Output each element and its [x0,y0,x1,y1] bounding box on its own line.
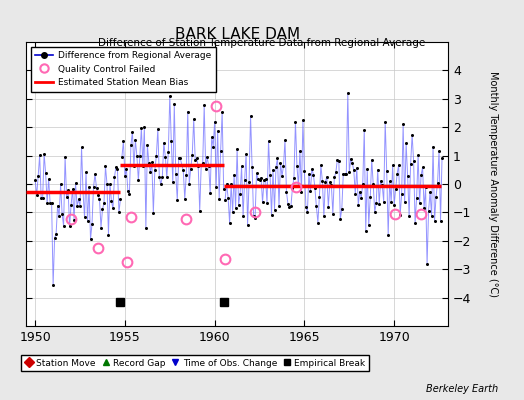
Text: Berkeley Earth: Berkeley Earth [425,384,498,394]
Legend: Station Move, Record Gap, Time of Obs. Change, Empirical Break: Station Move, Record Gap, Time of Obs. C… [21,355,369,371]
Title: BARK LAKE DAM: BARK LAKE DAM [174,27,300,42]
Y-axis label: Monthly Temperature Anomaly Difference (°C): Monthly Temperature Anomaly Difference (… [488,71,498,297]
Text: Difference of Station Temperature Data from Regional Average: Difference of Station Temperature Data f… [99,38,425,48]
